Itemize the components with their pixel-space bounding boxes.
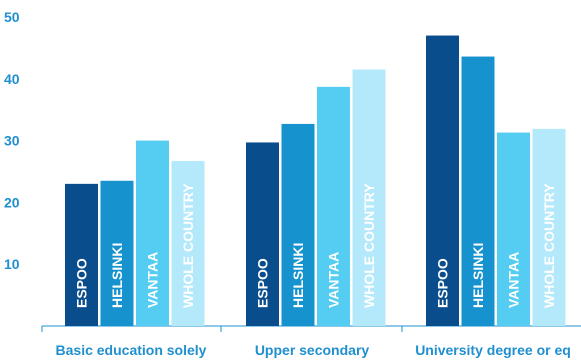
bar (281, 123, 315, 326)
bar (65, 183, 98, 326)
bar (352, 69, 386, 326)
y-tick-label: 10 (4, 256, 20, 272)
bar-series-label: ESPOO (435, 258, 451, 308)
bar (246, 142, 279, 326)
bar (100, 180, 134, 326)
bar (317, 86, 350, 326)
y-tick-label: 30 (4, 133, 20, 149)
bars (65, 35, 566, 326)
bar-series-label: VANTAA (145, 252, 161, 308)
x-category-label: Upper secondary (255, 342, 370, 358)
y-axis: 10 20 30 40 50 (4, 9, 20, 272)
bar-series-label: VANTAA (506, 252, 522, 308)
x-axis (41, 325, 581, 332)
bar-series-label: HELSINKI (470, 243, 486, 308)
bar-series-label: WHOLE COUNTRY (180, 183, 196, 308)
y-tick-label: 40 (4, 71, 20, 87)
bar (497, 132, 530, 326)
bar (171, 160, 205, 326)
bar (532, 128, 566, 326)
bar-series-label: WHOLE COUNTRY (361, 183, 377, 308)
bar-series-label: HELSINKI (109, 243, 125, 308)
y-tick-label: 50 (4, 9, 20, 25)
bar-series-label: VANTAA (326, 252, 342, 308)
bar-series-label: ESPOO (255, 258, 271, 308)
bar (426, 35, 459, 326)
bar-series-label: HELSINKI (290, 243, 306, 308)
x-category-label: University degree or eq (415, 342, 571, 358)
bar-labels: ESPOO HELSINKI VANTAA WHOLE COUNTRY ESPOO HEL… (74, 183, 558, 308)
bar (136, 140, 169, 326)
x-category-label: Basic education solely (56, 342, 207, 358)
bar-series-label: ESPOO (74, 258, 90, 308)
bar (461, 56, 495, 326)
category-labels: Basic education solely Upper secondary Uni… (56, 342, 571, 358)
bar-series-label: WHOLE COUNTRY (541, 183, 557, 308)
y-tick-label: 20 (4, 194, 20, 210)
